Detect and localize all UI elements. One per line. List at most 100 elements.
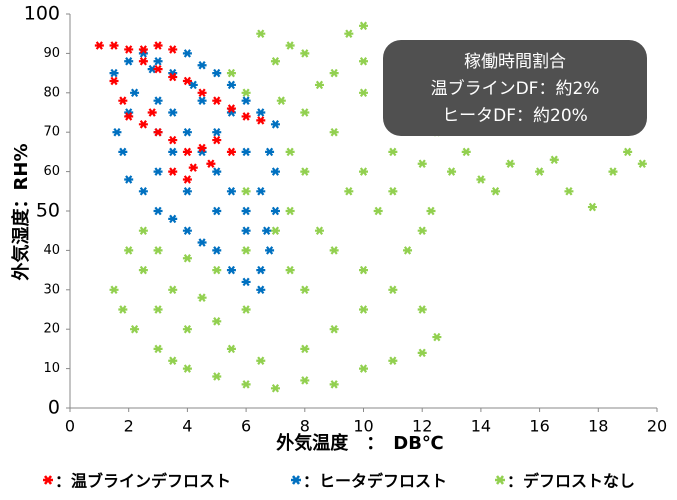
data-point [212, 127, 222, 137]
data-point [270, 120, 280, 129]
data-point [168, 167, 178, 176]
data-point [447, 167, 457, 176]
data-point [329, 127, 339, 137]
data-point [226, 147, 236, 157]
data-point [206, 159, 216, 168]
data-point [359, 88, 368, 98]
data-point [241, 277, 251, 287]
data-point [212, 167, 222, 176]
data-point [138, 57, 148, 66]
data-point [197, 60, 207, 70]
data-point [461, 147, 471, 157]
data-point [153, 206, 163, 216]
data-point [197, 143, 207, 153]
annotation: ヒータDF：約20% [442, 106, 588, 126]
data-point [426, 206, 436, 216]
data-point [130, 88, 140, 98]
data-point [256, 265, 266, 275]
data-point [182, 147, 192, 157]
data-point [300, 49, 310, 58]
data-point [241, 226, 251, 235]
data-point [300, 344, 310, 354]
data-point [153, 344, 163, 354]
legend-label: ：ヒータデフロスト [303, 472, 447, 491]
data-point [153, 127, 163, 137]
data-point [270, 384, 280, 393]
data-point [153, 305, 163, 314]
data-point [476, 175, 486, 184]
data-point [182, 49, 192, 58]
data-point [226, 80, 236, 90]
data-point [344, 187, 354, 196]
data-point [212, 206, 222, 216]
y-tick-label: 100 [24, 3, 60, 25]
data-point [241, 305, 251, 314]
data-point [359, 305, 368, 314]
data-point [270, 57, 280, 66]
data-point [256, 187, 266, 196]
data-point [226, 187, 236, 196]
data-point [241, 187, 251, 196]
data-point [109, 285, 119, 295]
y-tick-label: 70 [43, 125, 60, 140]
data-point [226, 68, 236, 78]
data-point [182, 364, 192, 373]
y-axis-title: 外気湿度：RH% [10, 144, 32, 281]
data-point [314, 226, 324, 235]
x-tick-label: 4 [182, 417, 192, 436]
data-point [168, 214, 178, 224]
legend-label: ：温ブラインデフロスト [55, 472, 231, 491]
data-point [118, 305, 128, 314]
data-point [373, 206, 383, 216]
data-point [344, 29, 354, 38]
data-point [564, 187, 574, 196]
x-tick-label: 16 [529, 417, 549, 436]
data-point [587, 202, 597, 212]
legend-marker [291, 475, 301, 485]
data-point [359, 265, 368, 275]
data-point [124, 246, 134, 255]
y-tick-label: 90 [43, 46, 60, 61]
y-tick-label: 10 [43, 361, 60, 376]
data-point [182, 175, 192, 184]
data-point [197, 88, 207, 98]
data-point [168, 356, 178, 365]
data-point [270, 226, 280, 235]
data-point [285, 41, 295, 50]
x-tick-label: 20 [647, 417, 667, 436]
data-point [359, 57, 368, 66]
data-point [265, 147, 275, 157]
data-point [388, 285, 398, 295]
data-point [168, 72, 178, 82]
data-point [241, 112, 251, 121]
data-point [241, 246, 251, 255]
data-point [112, 127, 122, 137]
data-point [226, 104, 236, 113]
x-axis-title: 外気温度 ： DB℃ [276, 432, 443, 454]
data-point [276, 96, 286, 105]
data-point [285, 265, 295, 275]
data-point [109, 76, 119, 86]
data-point [256, 29, 266, 38]
data-point [329, 246, 339, 255]
legend-label: ：デフロストなし [507, 472, 635, 491]
data-point [182, 254, 192, 263]
legend-marker [495, 475, 505, 485]
data-point [212, 372, 222, 381]
data-point [329, 324, 339, 334]
data-point [212, 246, 222, 255]
data-point [241, 206, 251, 216]
data-point [124, 57, 134, 66]
data-point [388, 356, 398, 365]
annotation: 温ブラインDF：約2% [431, 78, 600, 99]
data-point [130, 324, 140, 334]
data-point [226, 344, 236, 354]
data-point [153, 246, 163, 255]
data-point [241, 147, 251, 157]
data-point [403, 246, 413, 255]
data-point [535, 167, 545, 176]
data-point [168, 147, 178, 157]
data-point [168, 135, 178, 145]
y-tick-label: 60 [43, 164, 60, 179]
